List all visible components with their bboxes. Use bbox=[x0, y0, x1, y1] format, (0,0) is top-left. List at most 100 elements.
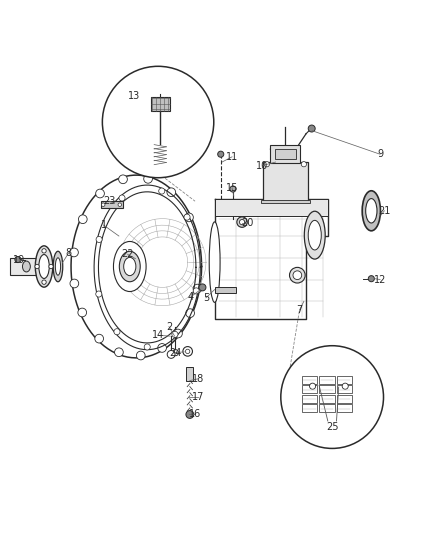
Ellipse shape bbox=[366, 199, 377, 223]
Circle shape bbox=[301, 161, 307, 167]
Circle shape bbox=[96, 291, 102, 297]
Text: 23: 23 bbox=[103, 196, 116, 206]
Text: 15: 15 bbox=[226, 183, 238, 193]
Circle shape bbox=[310, 383, 316, 389]
Circle shape bbox=[167, 351, 175, 358]
Circle shape bbox=[42, 249, 46, 253]
Bar bbox=[336, 376, 352, 384]
Circle shape bbox=[184, 214, 190, 220]
Circle shape bbox=[308, 125, 315, 132]
Bar bbox=[302, 385, 318, 393]
Ellipse shape bbox=[124, 257, 136, 276]
Text: 1: 1 bbox=[101, 220, 107, 230]
Circle shape bbox=[185, 213, 193, 222]
Circle shape bbox=[237, 217, 247, 228]
Circle shape bbox=[173, 329, 182, 338]
Text: 9: 9 bbox=[377, 149, 383, 159]
Circle shape bbox=[70, 279, 79, 288]
Bar bbox=[275, 149, 296, 158]
Circle shape bbox=[78, 308, 87, 317]
Circle shape bbox=[119, 175, 127, 184]
Ellipse shape bbox=[304, 211, 325, 259]
Circle shape bbox=[167, 188, 176, 197]
Ellipse shape bbox=[35, 246, 53, 287]
Ellipse shape bbox=[308, 220, 321, 250]
Text: 18: 18 bbox=[192, 374, 204, 384]
Bar bbox=[151, 97, 170, 111]
Text: 11: 11 bbox=[226, 152, 238, 162]
Circle shape bbox=[96, 237, 102, 243]
Circle shape bbox=[15, 256, 21, 263]
Bar bbox=[10, 258, 43, 275]
Text: 8: 8 bbox=[66, 247, 72, 257]
Text: 4: 4 bbox=[187, 292, 194, 302]
Circle shape bbox=[218, 151, 224, 157]
Circle shape bbox=[342, 383, 348, 389]
Circle shape bbox=[193, 288, 199, 294]
Ellipse shape bbox=[113, 241, 146, 292]
Bar bbox=[270, 144, 300, 163]
Bar bbox=[319, 385, 335, 393]
Text: 19: 19 bbox=[13, 255, 25, 264]
Bar bbox=[262, 162, 308, 201]
Circle shape bbox=[35, 264, 39, 269]
Circle shape bbox=[173, 350, 179, 356]
Bar bbox=[319, 395, 335, 403]
Text: 2: 2 bbox=[166, 321, 172, 332]
Circle shape bbox=[144, 344, 150, 350]
Text: 7: 7 bbox=[297, 305, 303, 315]
Circle shape bbox=[281, 346, 384, 448]
Circle shape bbox=[102, 203, 105, 206]
Bar bbox=[261, 200, 310, 204]
Ellipse shape bbox=[53, 251, 63, 282]
Circle shape bbox=[183, 346, 192, 356]
Bar bbox=[319, 376, 335, 384]
Circle shape bbox=[193, 284, 202, 293]
Ellipse shape bbox=[22, 261, 30, 272]
Circle shape bbox=[172, 332, 178, 337]
Ellipse shape bbox=[209, 222, 220, 302]
Circle shape bbox=[185, 349, 190, 353]
Circle shape bbox=[186, 410, 194, 418]
Circle shape bbox=[240, 220, 245, 225]
Bar bbox=[336, 385, 352, 393]
Bar bbox=[302, 405, 318, 413]
Circle shape bbox=[115, 348, 123, 357]
Text: 24: 24 bbox=[170, 348, 182, 358]
Circle shape bbox=[95, 189, 104, 198]
Text: 13: 13 bbox=[128, 91, 140, 101]
Bar bbox=[186, 367, 193, 381]
Circle shape bbox=[114, 329, 120, 335]
Text: 17: 17 bbox=[192, 392, 204, 402]
Bar bbox=[302, 376, 318, 384]
Circle shape bbox=[264, 161, 269, 167]
Circle shape bbox=[102, 66, 214, 177]
Circle shape bbox=[78, 215, 87, 223]
Bar bbox=[319, 405, 335, 413]
Text: 16: 16 bbox=[189, 409, 201, 419]
Text: 12: 12 bbox=[374, 274, 386, 285]
Bar bbox=[336, 395, 352, 403]
Text: 5: 5 bbox=[203, 293, 209, 303]
Ellipse shape bbox=[39, 255, 49, 278]
Ellipse shape bbox=[55, 258, 60, 275]
Circle shape bbox=[118, 203, 121, 206]
Text: 25: 25 bbox=[326, 422, 339, 432]
Ellipse shape bbox=[362, 191, 381, 231]
Bar bbox=[302, 395, 318, 403]
Circle shape bbox=[136, 351, 145, 360]
Circle shape bbox=[293, 271, 302, 279]
Circle shape bbox=[158, 344, 166, 352]
Text: 14: 14 bbox=[152, 330, 164, 340]
Circle shape bbox=[42, 280, 46, 284]
Circle shape bbox=[230, 186, 236, 192]
Bar bbox=[336, 405, 352, 413]
Circle shape bbox=[290, 268, 305, 283]
Bar bbox=[215, 199, 328, 215]
Ellipse shape bbox=[119, 251, 140, 282]
Text: 21: 21 bbox=[378, 206, 391, 216]
Bar bbox=[215, 287, 236, 293]
Circle shape bbox=[119, 195, 125, 201]
Circle shape bbox=[199, 284, 206, 291]
Bar bbox=[101, 201, 123, 208]
